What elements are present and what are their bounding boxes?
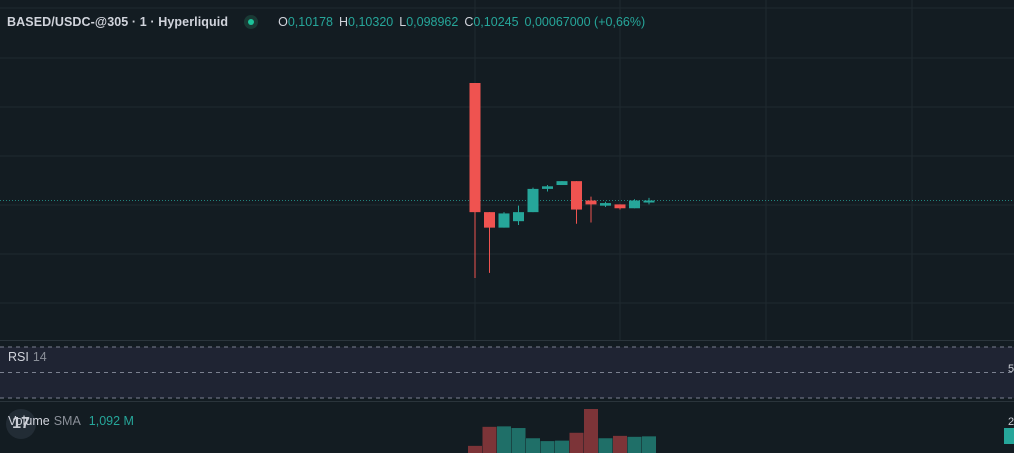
volume-label: Volume [8,414,50,428]
rsi-legend[interactable]: RSI 14 [8,350,47,364]
volume-bar [526,438,540,453]
candle-body [484,212,495,228]
volume-bar [555,440,569,453]
candle-body [600,203,611,206]
volume-bar [598,438,613,453]
low-value: 0,098962 [406,15,459,29]
legend-header: BASED/USDC-@305 · 1 · Hyperliquid O 0,101… [7,12,645,32]
volume-bar [482,426,497,453]
volume-bar [468,445,482,453]
candle-body [614,204,626,209]
change-value: 0,00067000 (+0,66%) [524,15,646,29]
volume-sma-label: SMA [53,414,81,428]
volume-bar [584,409,598,453]
symbol-title[interactable]: BASED/USDC-@305 · 1 · Hyperliquid [7,15,229,29]
tradingview-logo-icon[interactable]: 17 [6,409,36,439]
candle-body [643,200,655,203]
rsi-label: RSI [8,350,29,364]
candle-body [498,213,510,228]
candle-body [469,83,481,213]
candle-body [542,186,553,189]
volume-axis-label: 2 [1008,416,1014,428]
low-label: L [399,15,407,29]
rsi-axis-label: 5 [1008,363,1014,375]
volume-bar [627,436,642,453]
open-value: 0,10178 [287,15,334,29]
volume-bar [511,428,526,453]
rsi-period: 14 [32,350,47,364]
volume-price-marker [1004,428,1014,444]
volume-legend[interactable]: Volume SMA 1,092 M [8,414,134,428]
candle-body [585,200,597,205]
candle-body [513,212,524,222]
candle-body [527,188,539,213]
candle-body [556,181,568,186]
market-status-icon[interactable] [244,15,259,29]
volume-value: 1,092 M [88,414,134,428]
open-label: O [278,15,288,29]
volume-bar [497,426,511,453]
close-value: 0,10245 [473,15,519,29]
candle-body [571,181,582,210]
high-value: 0,10320 [348,15,394,29]
volume-bar [540,441,555,453]
volume-bar [613,435,627,453]
volume-bar [642,436,656,453]
high-label: H [339,15,349,29]
candle-body [629,200,640,209]
close-label: C [464,15,474,29]
volume-bar [569,432,584,453]
